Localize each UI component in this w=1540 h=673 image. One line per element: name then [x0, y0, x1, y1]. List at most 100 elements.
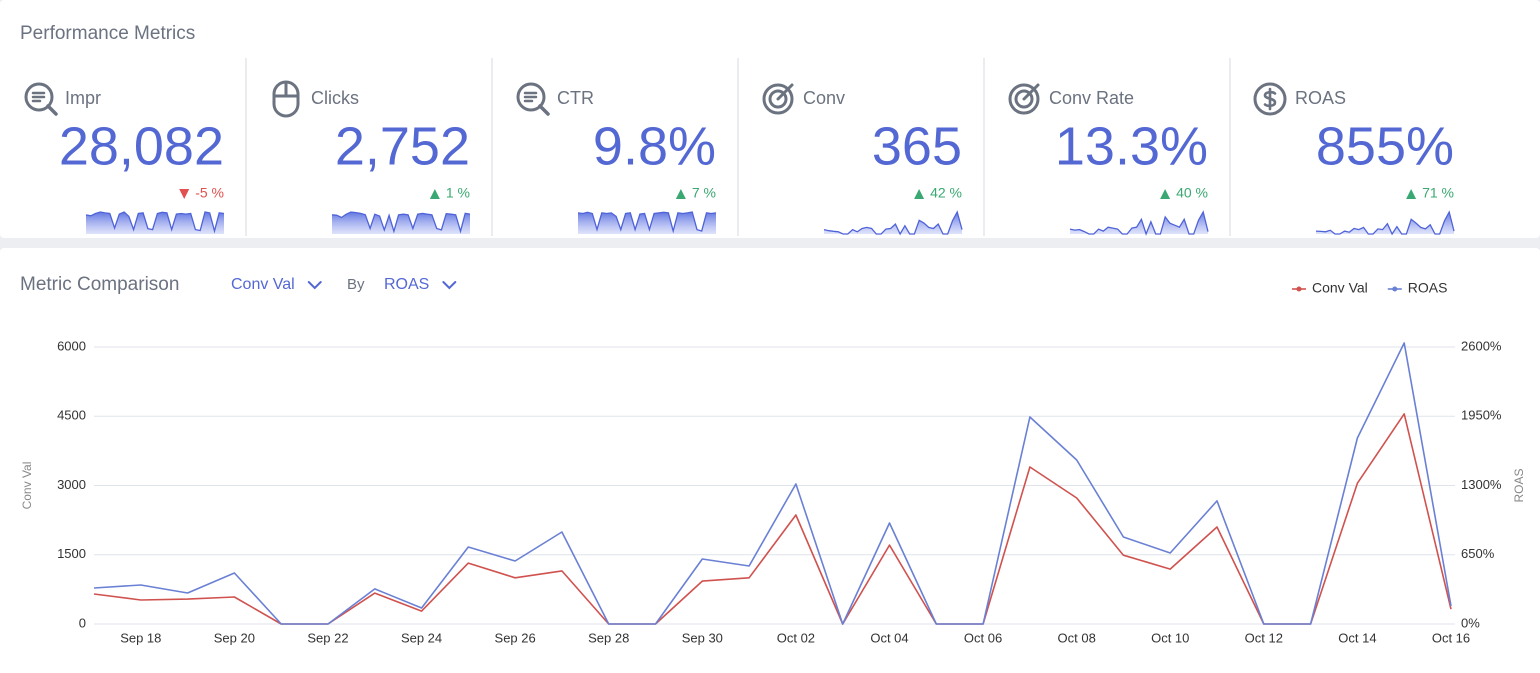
y-tick-label: 3000 — [57, 477, 86, 492]
icon-shape — [538, 104, 550, 116]
kpi-icon — [1253, 82, 1287, 116]
kpi-value: 2,752 — [335, 116, 470, 176]
dropdown-label[interactable]: ROAS — [384, 276, 429, 293]
kpi-label: ROAS — [1295, 88, 1346, 108]
y2-tick-label: 2600% — [1461, 338, 1502, 353]
kpi-card: Conv 365 42 % — [737, 58, 963, 236]
kpi-label: CTR — [557, 88, 594, 108]
sparkline-line — [331, 211, 471, 234]
kpi-icon — [24, 82, 58, 116]
kpi-change-arrow — [914, 189, 925, 199]
comparison-panel — [0, 248, 1540, 673]
sparkline-line — [1315, 210, 1455, 236]
kpi-change: 1 % — [446, 185, 470, 201]
icon-shape — [776, 83, 794, 101]
dropdown-chevron[interactable] — [307, 281, 322, 290]
y-tick-label: 6000 — [57, 338, 86, 353]
x-tick-label: Sep 28 — [588, 630, 629, 645]
kpi-value: 28,082 — [59, 116, 224, 176]
chart-title: Metric Comparison — [20, 274, 179, 295]
kpi-change: -5 % — [195, 185, 224, 201]
icon-shape — [46, 104, 58, 116]
sparkline-area — [1316, 212, 1454, 234]
y2-tick-label: 650% — [1461, 546, 1495, 561]
y2-axis-title: ROAS — [1512, 468, 1526, 502]
x-tick-label: Sep 24 — [401, 630, 442, 645]
icon-shape — [516, 82, 546, 112]
x-tick-label: Sep 30 — [682, 630, 723, 645]
x-tick-label: Oct 04 — [870, 630, 908, 645]
sparkline-line — [823, 210, 963, 236]
x-tick-label: Sep 26 — [495, 630, 536, 645]
kpi-value: 9.8% — [593, 116, 716, 176]
kpi-change-arrow — [1406, 189, 1417, 199]
kpi-label: Conv — [803, 88, 845, 108]
sparkline-area — [824, 212, 962, 234]
kpi-change-arrow — [179, 189, 190, 199]
icon-shape — [24, 82, 54, 112]
y-tick-label: 4500 — [57, 408, 86, 423]
y-tick-label: 1500 — [57, 546, 86, 561]
kpi-card: Impr 28,082 -5 % — [24, 82, 225, 234]
sparkline-area — [1070, 212, 1208, 234]
icon-shape — [1253, 82, 1287, 116]
legend-label[interactable]: ROAS — [1408, 280, 1448, 296]
y2-tick-label: 1950% — [1461, 408, 1502, 423]
icon-shape — [1014, 89, 1034, 109]
kpi-change-arrow — [675, 189, 686, 199]
x-tick-label: Oct 08 — [1058, 630, 1096, 645]
dropdown-separator: By — [347, 276, 365, 293]
kpi-cards: Impr 28,082 -5 % Clicks 2,752 1 % CTR 9.8% 7 % Co… — [24, 58, 1455, 236]
icon-shape — [762, 83, 794, 115]
kpi-value: 855% — [1316, 116, 1454, 176]
x-tick-label: Oct 16 — [1432, 630, 1470, 645]
x-tick-label: Oct 14 — [1338, 630, 1376, 645]
kpi-icon — [272, 80, 300, 118]
icon-shape — [768, 89, 788, 109]
kpi-change: 40 % — [1176, 185, 1208, 201]
kpi-label: Impr — [65, 88, 101, 108]
series-line — [93, 342, 1452, 625]
sparkline-line — [577, 211, 717, 234]
panel-title: Performance Metrics — [20, 23, 195, 44]
kpi-change: 42 % — [930, 185, 962, 201]
sparkline-line — [85, 211, 225, 234]
kpi-change: 7 % — [692, 185, 716, 201]
x-tick-label: Sep 22 — [307, 630, 348, 645]
y-tick-label: 0 — [79, 615, 86, 630]
sparkline-line — [1069, 210, 1209, 236]
x-tick-label: Sep 18 — [120, 630, 161, 645]
kpi-label: Conv Rate — [1049, 88, 1134, 108]
metrics-panel — [0, 0, 1540, 238]
x-tick-label: Oct 12 — [1245, 630, 1283, 645]
legend-swatch[interactable] — [1296, 286, 1302, 292]
icon-shape — [1263, 87, 1277, 111]
y2-tick-label: 0% — [1461, 615, 1480, 630]
kpi-icon — [516, 82, 550, 116]
icon-shape — [1008, 83, 1040, 115]
kpi-icon — [1008, 83, 1040, 115]
sparkline-area — [332, 212, 470, 234]
y2-tick-label: 1300% — [1461, 477, 1502, 492]
kpi-card: ROAS 855% 71 % — [1229, 58, 1455, 236]
kpi-card: Conv Rate 13.3% 40 % — [983, 58, 1209, 236]
kpi-change-arrow — [429, 189, 440, 199]
kpi-icon — [762, 83, 794, 115]
legend-swatch[interactable] — [1392, 286, 1398, 292]
icon-shape — [1022, 83, 1040, 101]
x-tick-label: Sep 20 — [214, 630, 255, 645]
legend-label[interactable]: Conv Val — [1312, 280, 1368, 296]
x-tick-label: Oct 06 — [964, 630, 1002, 645]
x-tick-label: Oct 10 — [1151, 630, 1189, 645]
kpi-value: 13.3% — [1055, 116, 1208, 176]
kpi-change: 71 % — [1422, 185, 1454, 201]
comparison-chart: Metric Comparison Conv Val By ROAS 0 1500 3000… — [20, 274, 1526, 645]
y-axis-title: Conv Val — [20, 462, 34, 510]
kpi-change-arrow — [1160, 189, 1171, 199]
kpi-label: Clicks — [311, 88, 359, 108]
dropdown-label[interactable]: Conv Val — [231, 276, 295, 293]
dropdown-chevron[interactable] — [442, 281, 457, 290]
kpi-card: CTR 9.8% 7 % — [491, 58, 717, 236]
